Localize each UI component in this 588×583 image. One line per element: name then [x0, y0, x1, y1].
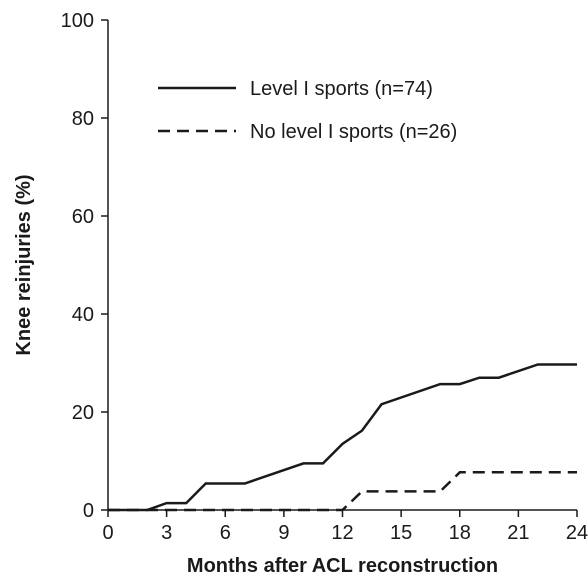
y-tick-label: 40: [72, 304, 94, 326]
legend-label: No level I sports (n=26): [250, 121, 457, 143]
y-ticks: 0 20 40 60 80 100: [61, 10, 108, 522]
y-tick-label: 0: [83, 500, 94, 522]
x-ticks: 0 3 6 9 12 15 18 21 24: [102, 510, 588, 544]
x-tick-label: 3: [161, 522, 172, 544]
x-tick-label: 18: [449, 522, 471, 544]
x-tick-label: 9: [278, 522, 289, 544]
y-tick-label: 80: [72, 108, 94, 130]
x-tick-label: 6: [220, 522, 231, 544]
y-tick-label: 20: [72, 402, 94, 424]
series-line-level-i-sports: [108, 363, 577, 512]
y-tick-label: 60: [72, 206, 94, 228]
x-axis-title: Months after ACL reconstruction: [187, 555, 498, 577]
y-axis-title: Knee reinjuries (%): [13, 174, 35, 355]
series-layer: [108, 363, 577, 512]
legend: Level I sports (n=74) No level I sports (…: [158, 78, 457, 143]
x-tick-label: 24: [566, 522, 588, 544]
series-line-no-level-i-sports: [108, 471, 577, 512]
x-tick-label: 15: [390, 522, 412, 544]
x-tick-label: 12: [331, 522, 353, 544]
legend-label: Level I sports (n=74): [250, 78, 433, 100]
x-tick-label: 21: [507, 522, 529, 544]
x-tick-label: 0: [102, 522, 113, 544]
y-tick-label: 100: [61, 10, 94, 32]
